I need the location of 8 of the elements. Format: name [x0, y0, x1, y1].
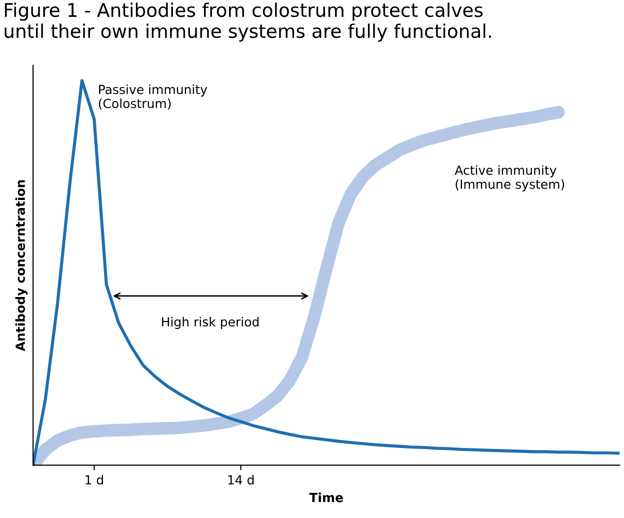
chart-title: Figure 1 - Antibodies from colostrum protect calves until their own immune systems are fully functional. — [4, 2, 491, 42]
x-tick-label: 1 d — [86, 474, 103, 485]
x-tick-label: 14 d — [228, 474, 254, 485]
annotation: High risk period — [162, 316, 259, 329]
x-axis-title: Time — [309, 492, 343, 502]
y-axis-title: Antibody concerntration — [15, 180, 28, 352]
annotation: Passive immunity (Colostrum) — [98, 84, 208, 110]
annotation: Active immunity (Immune system) — [454, 165, 564, 192]
